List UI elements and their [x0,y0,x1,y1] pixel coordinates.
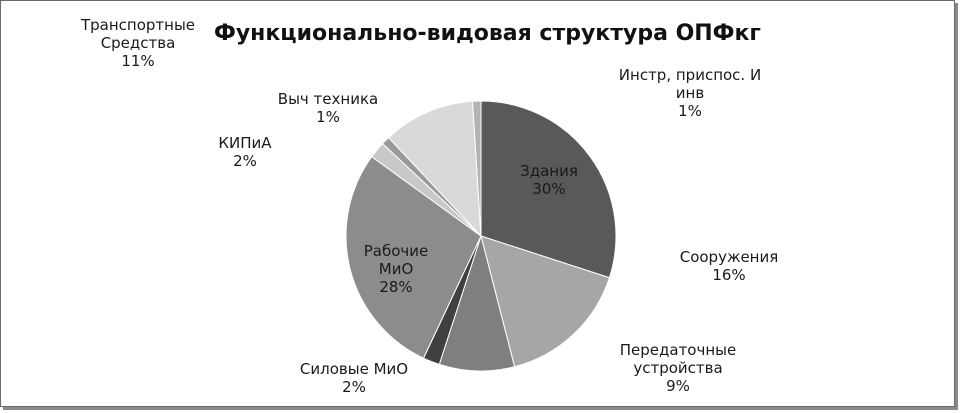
chart-title: Функционально-видовая структура ОПФкг [214,21,761,46]
slice-percent-label: 2% [233,152,257,170]
pie-slice [387,100,482,238]
slice-name-label: Транспортные [80,16,195,34]
slice-name-label: инв [676,84,704,102]
slice-name-label: КИПиА [218,134,272,152]
slice-percent-label: 9% [666,377,690,395]
slice-name-label: Сооружения [680,248,779,266]
slice-name-label: Передаточные [620,341,736,359]
slice-name-label: Средства [101,34,176,52]
slice-name-label: Инстр, приспос. И [619,66,761,84]
slice-label: КИПиА 2% [218,134,272,170]
slice-name-label: Силовые МиО [300,360,408,378]
slice-label: Сооружения 16% [680,248,779,284]
slice-percent-label: 28% [379,278,412,296]
slice-percent-label: 1% [316,108,340,126]
slice-label: Выч техника 1% [278,90,378,126]
slice-label: Рабочие МиО 28% [364,242,429,296]
slice-name-label: МиО [379,260,414,278]
slice-percent-label: 30% [532,180,565,198]
slice-name-label: Здания [520,162,578,180]
slice-label: Транспортные Средства 11% [80,16,195,70]
pie-slice [345,155,482,359]
slice-percent-label: 1% [678,102,702,120]
slice-percent-label: 2% [342,378,366,396]
slice-percent-label: 11% [121,52,154,70]
pie-slice [471,100,482,237]
pie-slice [480,235,611,368]
slice-label: Передаточные устройства 9% [620,341,736,395]
slice-label: Здания 30% [520,162,578,198]
slice-name-label: Выч техника [278,90,378,108]
slice-label: Силовые МиО 2% [300,360,408,396]
pie-slices [345,100,617,372]
slice-name-label: Рабочие [364,242,429,260]
pie-slice [480,100,617,279]
pie-labels: Здания 30% Сооружения 16% Передаточные устрой… [80,16,778,396]
slice-name-label: устройства [633,359,722,377]
slice-percent-label: 16% [712,266,745,284]
